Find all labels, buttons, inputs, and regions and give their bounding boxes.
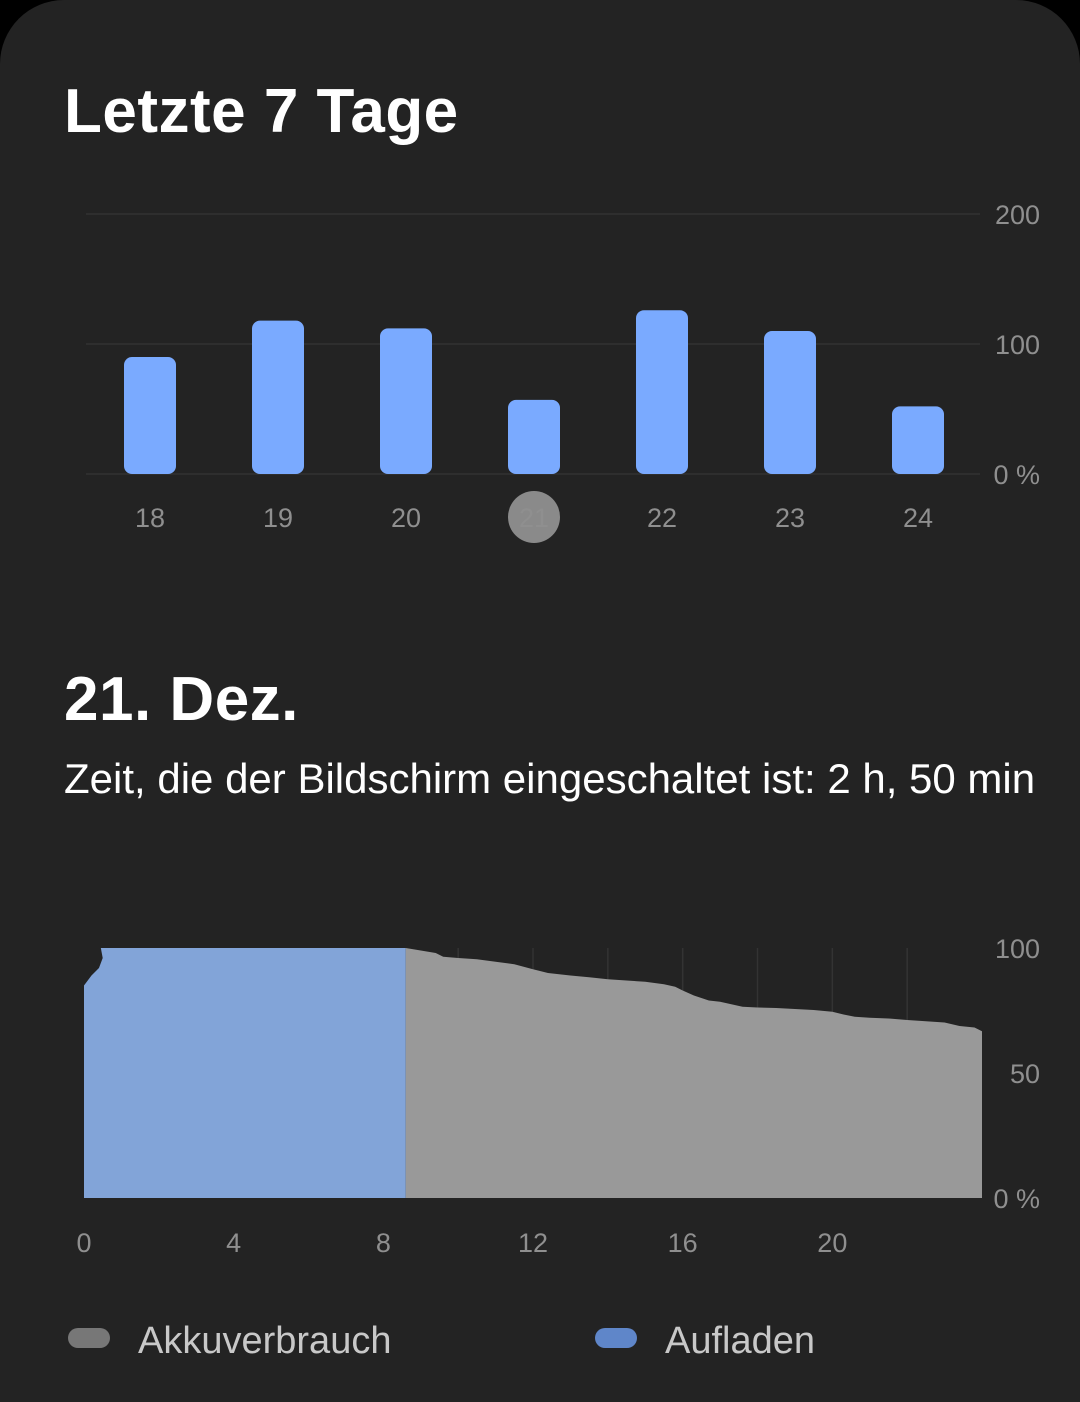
charging-legend-label: Aufladen — [665, 1320, 816, 1362]
screen-time-text: Zeit, die der Bildschirm eingeschaltet i… — [64, 755, 1036, 802]
day-y-tick-labels: 100 50 0 % — [993, 934, 1040, 1214]
day-bar-24[interactable] — [892, 406, 944, 474]
usage-color-swatch — [68, 1328, 110, 1348]
usage-legend-label: Akkuverbrauch — [138, 1320, 392, 1362]
day-bar-20[interactable] — [380, 328, 432, 474]
day-x-tick-label: 0 — [76, 1228, 91, 1258]
week-x-tick-label[interactable]: 19 — [263, 503, 293, 533]
week-y-tick-label: 100 — [995, 330, 1040, 360]
week-y-tick-label: 200 — [995, 200, 1040, 230]
week-bars[interactable] — [124, 310, 944, 474]
day-bar-18[interactable] — [124, 357, 176, 474]
week-x-tick-label[interactable]: 21 — [519, 503, 549, 533]
day-x-tick-label: 20 — [817, 1228, 847, 1258]
week-x-tick-labels[interactable]: 18 19 20 21 22 23 24 — [135, 491, 933, 543]
selected-day-badge — [508, 491, 560, 543]
day-areas — [84, 948, 982, 1198]
day-bar-23[interactable] — [764, 331, 816, 474]
week-x-tick-label[interactable]: 23 — [775, 503, 805, 533]
charging-color-swatch — [595, 1328, 637, 1348]
week-y-tick-label: 0 % — [993, 460, 1040, 490]
day-y-tick-label: 50 — [1010, 1059, 1040, 1089]
day-title: 21. Dez. — [64, 665, 299, 734]
day-y-tick-label: 100 — [995, 934, 1040, 964]
charging-area — [84, 948, 406, 1198]
weekly-bar-chart: 200 100 0 % 18 19 20 21 22 23 24 — [86, 200, 1040, 543]
day-bar-21[interactable] — [508, 399, 560, 474]
day-x-tick-label: 12 — [518, 1228, 548, 1258]
week-x-tick-label[interactable]: 18 — [135, 503, 165, 533]
day-y-tick-label: 0 % — [993, 1184, 1040, 1214]
day-x-tick-label: 4 — [226, 1228, 241, 1258]
day-bar-19[interactable] — [252, 320, 304, 474]
day-x-tick-label: 8 — [376, 1228, 391, 1258]
week-x-tick-label[interactable]: 24 — [903, 503, 933, 533]
day-bar-22[interactable] — [636, 310, 688, 474]
chart-legend: Akkuverbrauch Aufladen — [0, 1316, 1080, 1366]
week-x-tick-label[interactable]: 22 — [647, 503, 677, 533]
usage-area — [405, 948, 982, 1198]
day-x-tick-labels: 0 4 8 12 16 20 — [76, 1228, 847, 1258]
week-title: Letzte 7 Tage — [64, 77, 459, 146]
daily-battery-area-chart: 100 50 0 % 0 4 8 12 16 20 — [76, 934, 1040, 1258]
week-y-tick-labels: 200 100 0 % — [993, 200, 1040, 490]
day-x-tick-label: 16 — [668, 1228, 698, 1258]
week-x-tick-label[interactable]: 20 — [391, 503, 421, 533]
